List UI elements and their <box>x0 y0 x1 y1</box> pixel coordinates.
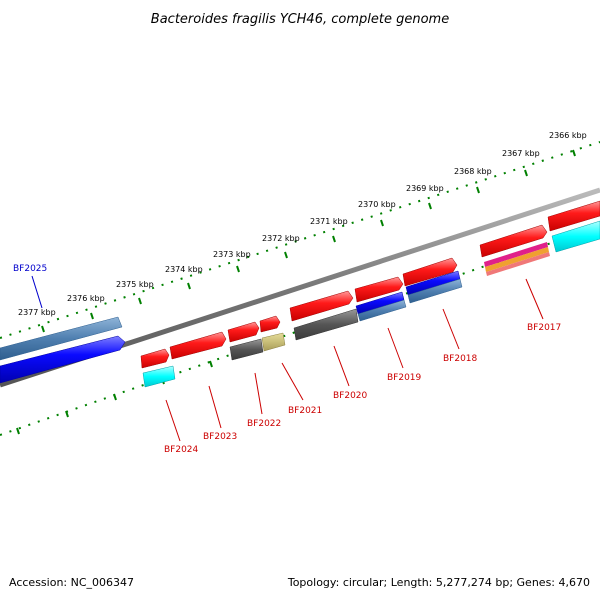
leader-bf2025 <box>31 275 43 309</box>
feature-salmon-bf2017[interactable] <box>486 252 550 276</box>
gene-label-bf2017[interactable]: BF2017 <box>527 323 561 333</box>
feature-blocks <box>142 220 600 388</box>
tick-label-2369: 2369 kbp <box>406 184 444 193</box>
leader-bf2021 <box>281 362 304 401</box>
gene-arrow-red-bf2022[interactable] <box>227 321 260 343</box>
gene-arrow-red-bf2018[interactable] <box>402 257 458 287</box>
gene-label-bf2020[interactable]: BF2020 <box>333 391 368 401</box>
gene-label-bf2019[interactable]: BF2019 <box>387 373 422 383</box>
gene-arrow-red-bf2017[interactable] <box>479 224 548 258</box>
gene-arrow-red-bf2024[interactable] <box>140 348 170 369</box>
gene-labels: BF2017 BF2018 BF2019 BF2020 BF2021 BF202… <box>13 264 561 455</box>
gene-label-bf2024[interactable]: BF2024 <box>164 445 199 455</box>
gene-label-bf2021[interactable]: BF2021 <box>288 406 322 416</box>
tick-label-2366: 2366 kbp <box>549 131 587 140</box>
leader-lines <box>31 275 544 442</box>
gene-arrow-red-bf2021[interactable] <box>259 315 281 333</box>
leader-bf2017 <box>525 278 544 320</box>
feature-cyan-bf2024[interactable] <box>142 365 176 388</box>
gene-arrow-red-bf2023[interactable] <box>169 331 227 360</box>
leader-bf2020 <box>333 345 350 387</box>
genome-summary-text: Topology: circular; Length: 5,277,274 bp… <box>287 576 590 589</box>
feature-steel-bf2019[interactable] <box>357 299 407 322</box>
tick-label-2377: 2377 kbp <box>18 308 56 317</box>
tick-label-2371: 2371 kbp <box>310 217 348 226</box>
feature-cyan-edge[interactable] <box>551 220 600 253</box>
gene-label-bf2025[interactable]: BF2025 <box>13 264 47 274</box>
feature-gray-bf2022[interactable] <box>229 338 264 361</box>
tick-label-2375: 2375 kbp <box>116 280 154 289</box>
leader-bf2019 <box>387 327 404 369</box>
feature-steel-bf2018[interactable] <box>407 278 463 304</box>
outer-ruler: 2366 kbp 2367 kbp 2368 kbp 2369 kbp 2370… <box>0 131 600 339</box>
gene-arrow-blue[interactable] <box>0 335 126 384</box>
tick-label-2368: 2368 kbp <box>454 167 492 176</box>
leader-bf2018 <box>442 308 460 350</box>
feature-magenta-bf2017[interactable] <box>484 242 548 267</box>
feature-gray-bf2020[interactable] <box>293 308 359 341</box>
gene-arrow-red-edge[interactable] <box>547 200 600 232</box>
tick-label-2373: 2373 kbp <box>213 250 251 259</box>
gene-label-bf2018[interactable]: BF2018 <box>443 354 478 364</box>
tick-label-2376: 2376 kbp <box>67 294 105 303</box>
map-title: Bacteroides fragilis YCH46, complete gen… <box>151 12 449 27</box>
tick-label-2372: 2372 kbp <box>262 234 300 243</box>
feature-orange-bf2017[interactable] <box>485 247 549 272</box>
leader-bf2023 <box>208 385 222 429</box>
gene-arrow-red-bf2019[interactable] <box>354 276 404 303</box>
gene-arrow-red-bf2020[interactable] <box>289 290 354 322</box>
leader-bf2022 <box>254 372 263 415</box>
outer-ruler-major-ticks <box>41 149 576 333</box>
feature-khaki-bf2021[interactable] <box>261 332 286 352</box>
tick-label-2367: 2367 kbp <box>502 149 540 158</box>
leader-bf2024 <box>165 399 181 442</box>
tick-label-2370: 2370 kbp <box>358 200 396 209</box>
gene-label-bf2022[interactable]: BF2022 <box>247 419 281 429</box>
tick-label-2374: 2374 kbp <box>165 265 203 274</box>
forward-genes <box>0 200 600 384</box>
gene-label-bf2023[interactable]: BF2023 <box>203 432 237 442</box>
gene-arrow-steel-bf2025[interactable] <box>0 316 123 361</box>
accession-text: Accession: NC_006347 <box>9 576 134 589</box>
